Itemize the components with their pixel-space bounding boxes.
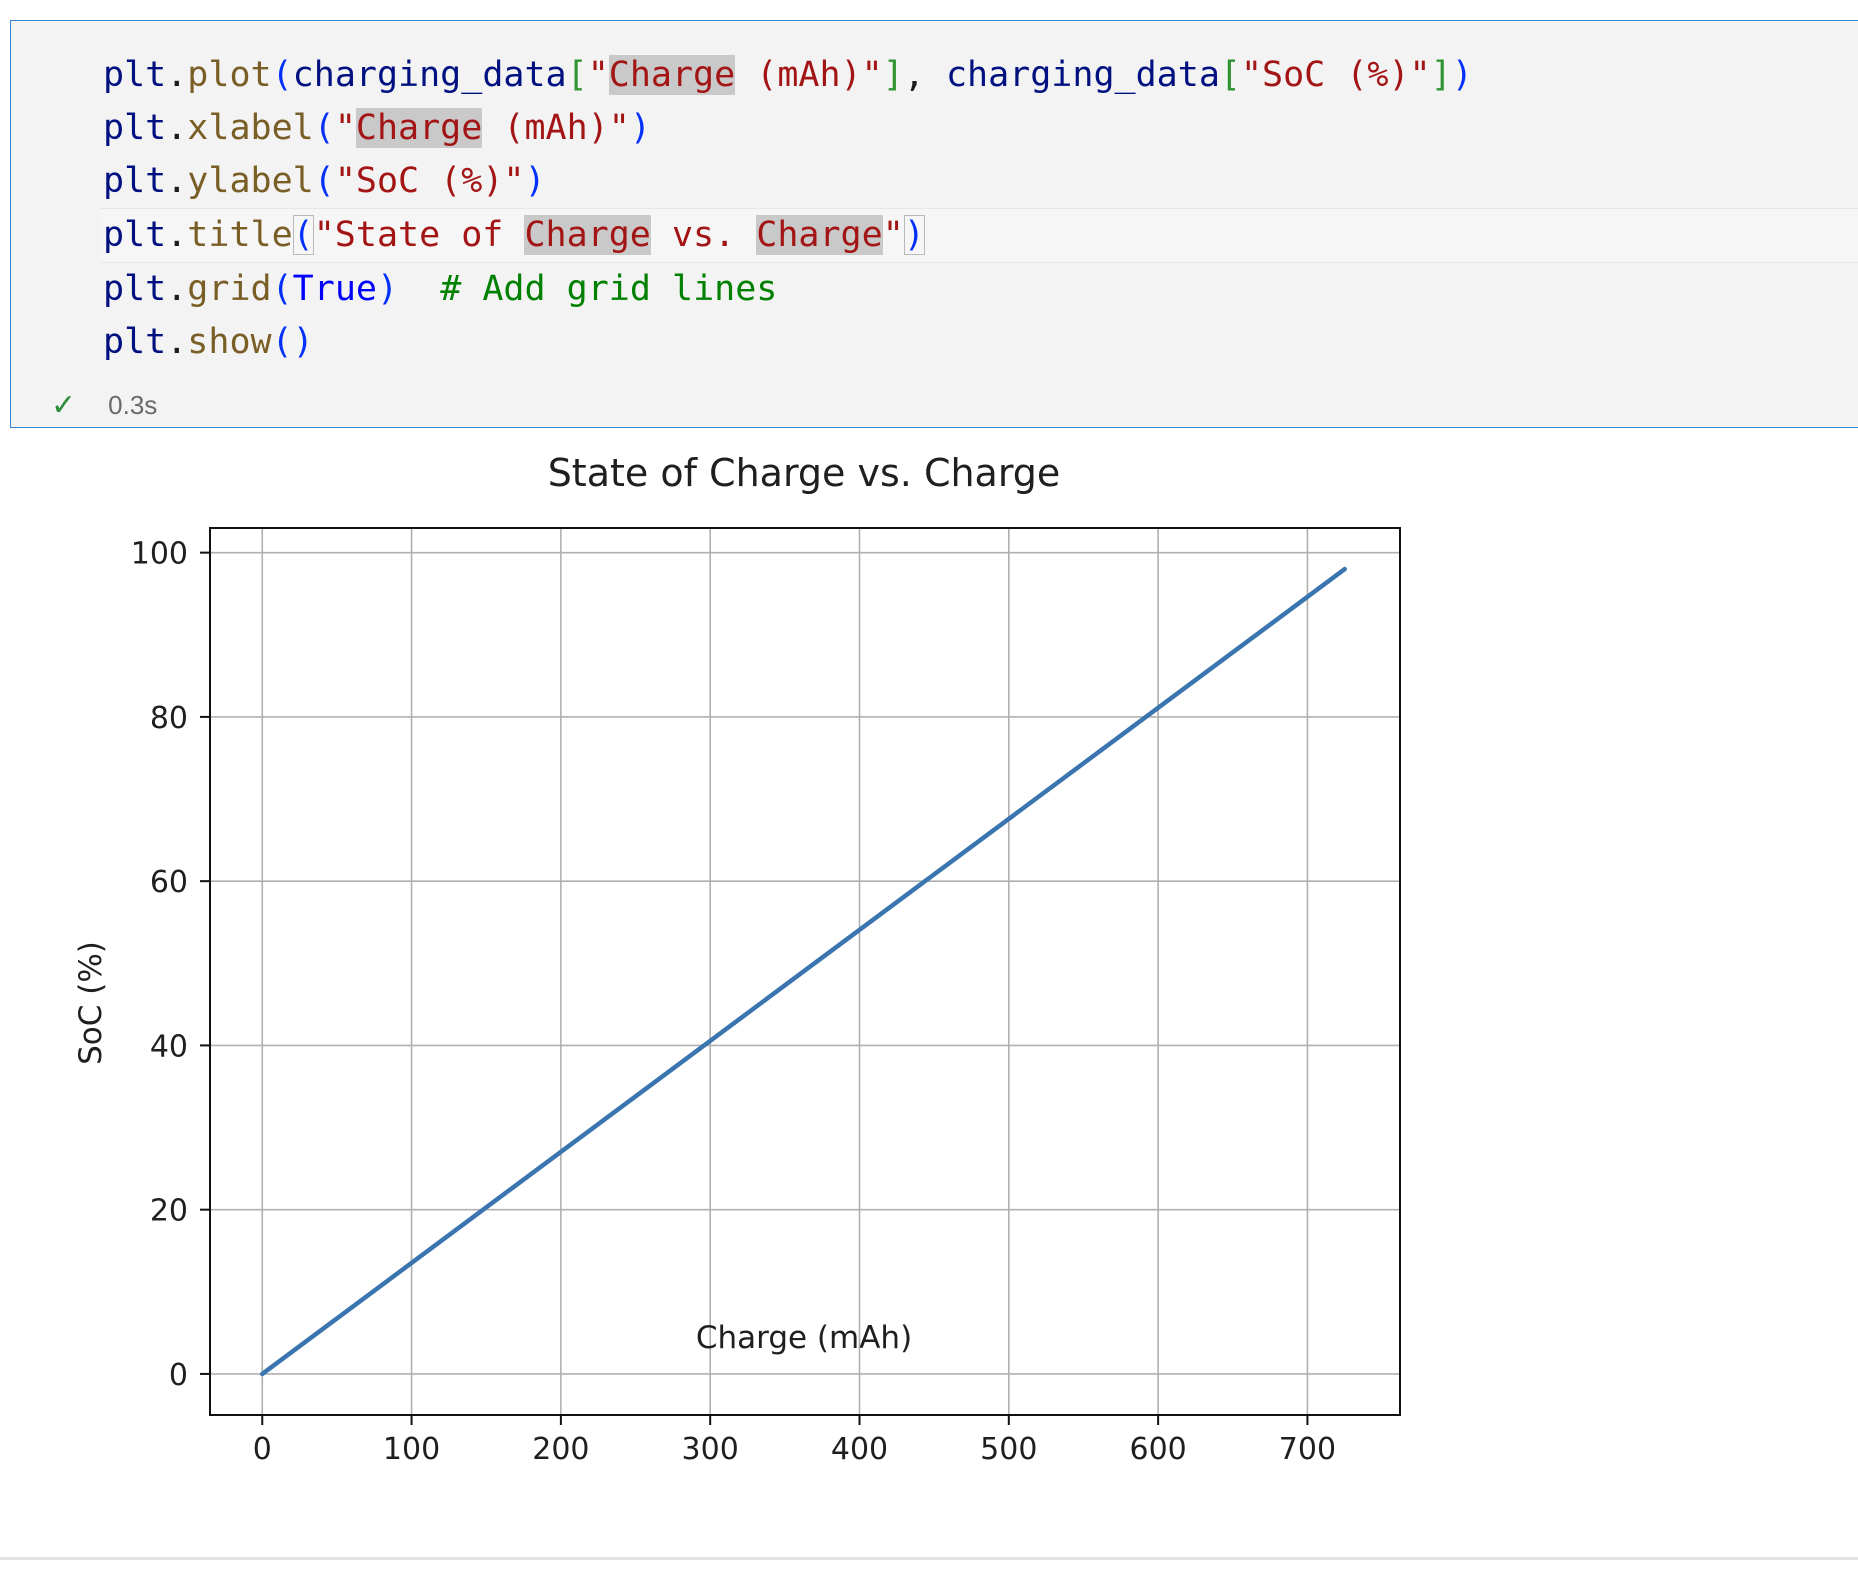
x-tick-label: 0 [253, 1432, 272, 1467]
cell-gutter [11, 21, 101, 366]
chart-title: State of Charge vs. Charge [548, 451, 1061, 495]
execution-duration: 0.3s [108, 389, 158, 420]
code-cell[interactable]: plt.plot(charging_data["Charge (mAh)"], … [10, 20, 1858, 428]
x-tick-label: 600 [1129, 1432, 1186, 1467]
code-line[interactable]: plt.show() [103, 322, 314, 362]
line-chart: 0 100 200 300 400 500 600 700 0 20 40 60 80 100 State… [73, 451, 1401, 1467]
grid-lines [210, 528, 1400, 1415]
y-tick-label: 100 [131, 537, 188, 572]
cell-output: 0 100 200 300 400 500 600 700 0 20 40 60 80 100 State… [0, 430, 1858, 1560]
output-divider [0, 1557, 1858, 1560]
y-tick-label: 60 [150, 865, 188, 900]
y-tick-label: 0 [169, 1358, 188, 1393]
code-line[interactable]: plt.xlabel("Charge (mAh)") [103, 108, 651, 148]
y-tick-label: 80 [150, 701, 188, 736]
check-icon: ✓ [51, 388, 77, 422]
code-editor[interactable]: plt.plot(charging_data["Charge (mAh)"], … [101, 49, 1858, 369]
code-line[interactable]: plt.ylabel("SoC (%)") [103, 161, 546, 201]
x-axis-label: Charge (mAh) [696, 1320, 912, 1356]
series-line [260, 566, 1348, 1377]
x-tick-label: 700 [1279, 1432, 1336, 1467]
execution-status: ✓ 0.3s [51, 387, 157, 423]
x-tick-label: 500 [980, 1432, 1037, 1467]
tick-layer: 0 100 200 300 400 500 600 700 0 20 40 60 80 100 [131, 537, 1336, 1467]
series-layer [260, 566, 1348, 1377]
y-axis-label: SoC (%) [73, 941, 109, 1065]
x-tick-label: 300 [682, 1432, 739, 1467]
plot-frame [209, 527, 1401, 1416]
code-line[interactable]: plt.plot(charging_data["Charge (mAh)"], … [103, 55, 1473, 95]
x-tick-label: 100 [383, 1432, 440, 1467]
x-tick-label: 400 [831, 1432, 888, 1467]
code-line-active[interactable]: plt.title("State of Charge vs. Charge") [101, 208, 1858, 263]
x-tick-label: 200 [532, 1432, 589, 1467]
code-line[interactable]: plt.grid(True) # Add grid lines [103, 269, 778, 309]
y-tick-label: 40 [150, 1029, 188, 1064]
y-tick-label: 20 [150, 1194, 188, 1229]
